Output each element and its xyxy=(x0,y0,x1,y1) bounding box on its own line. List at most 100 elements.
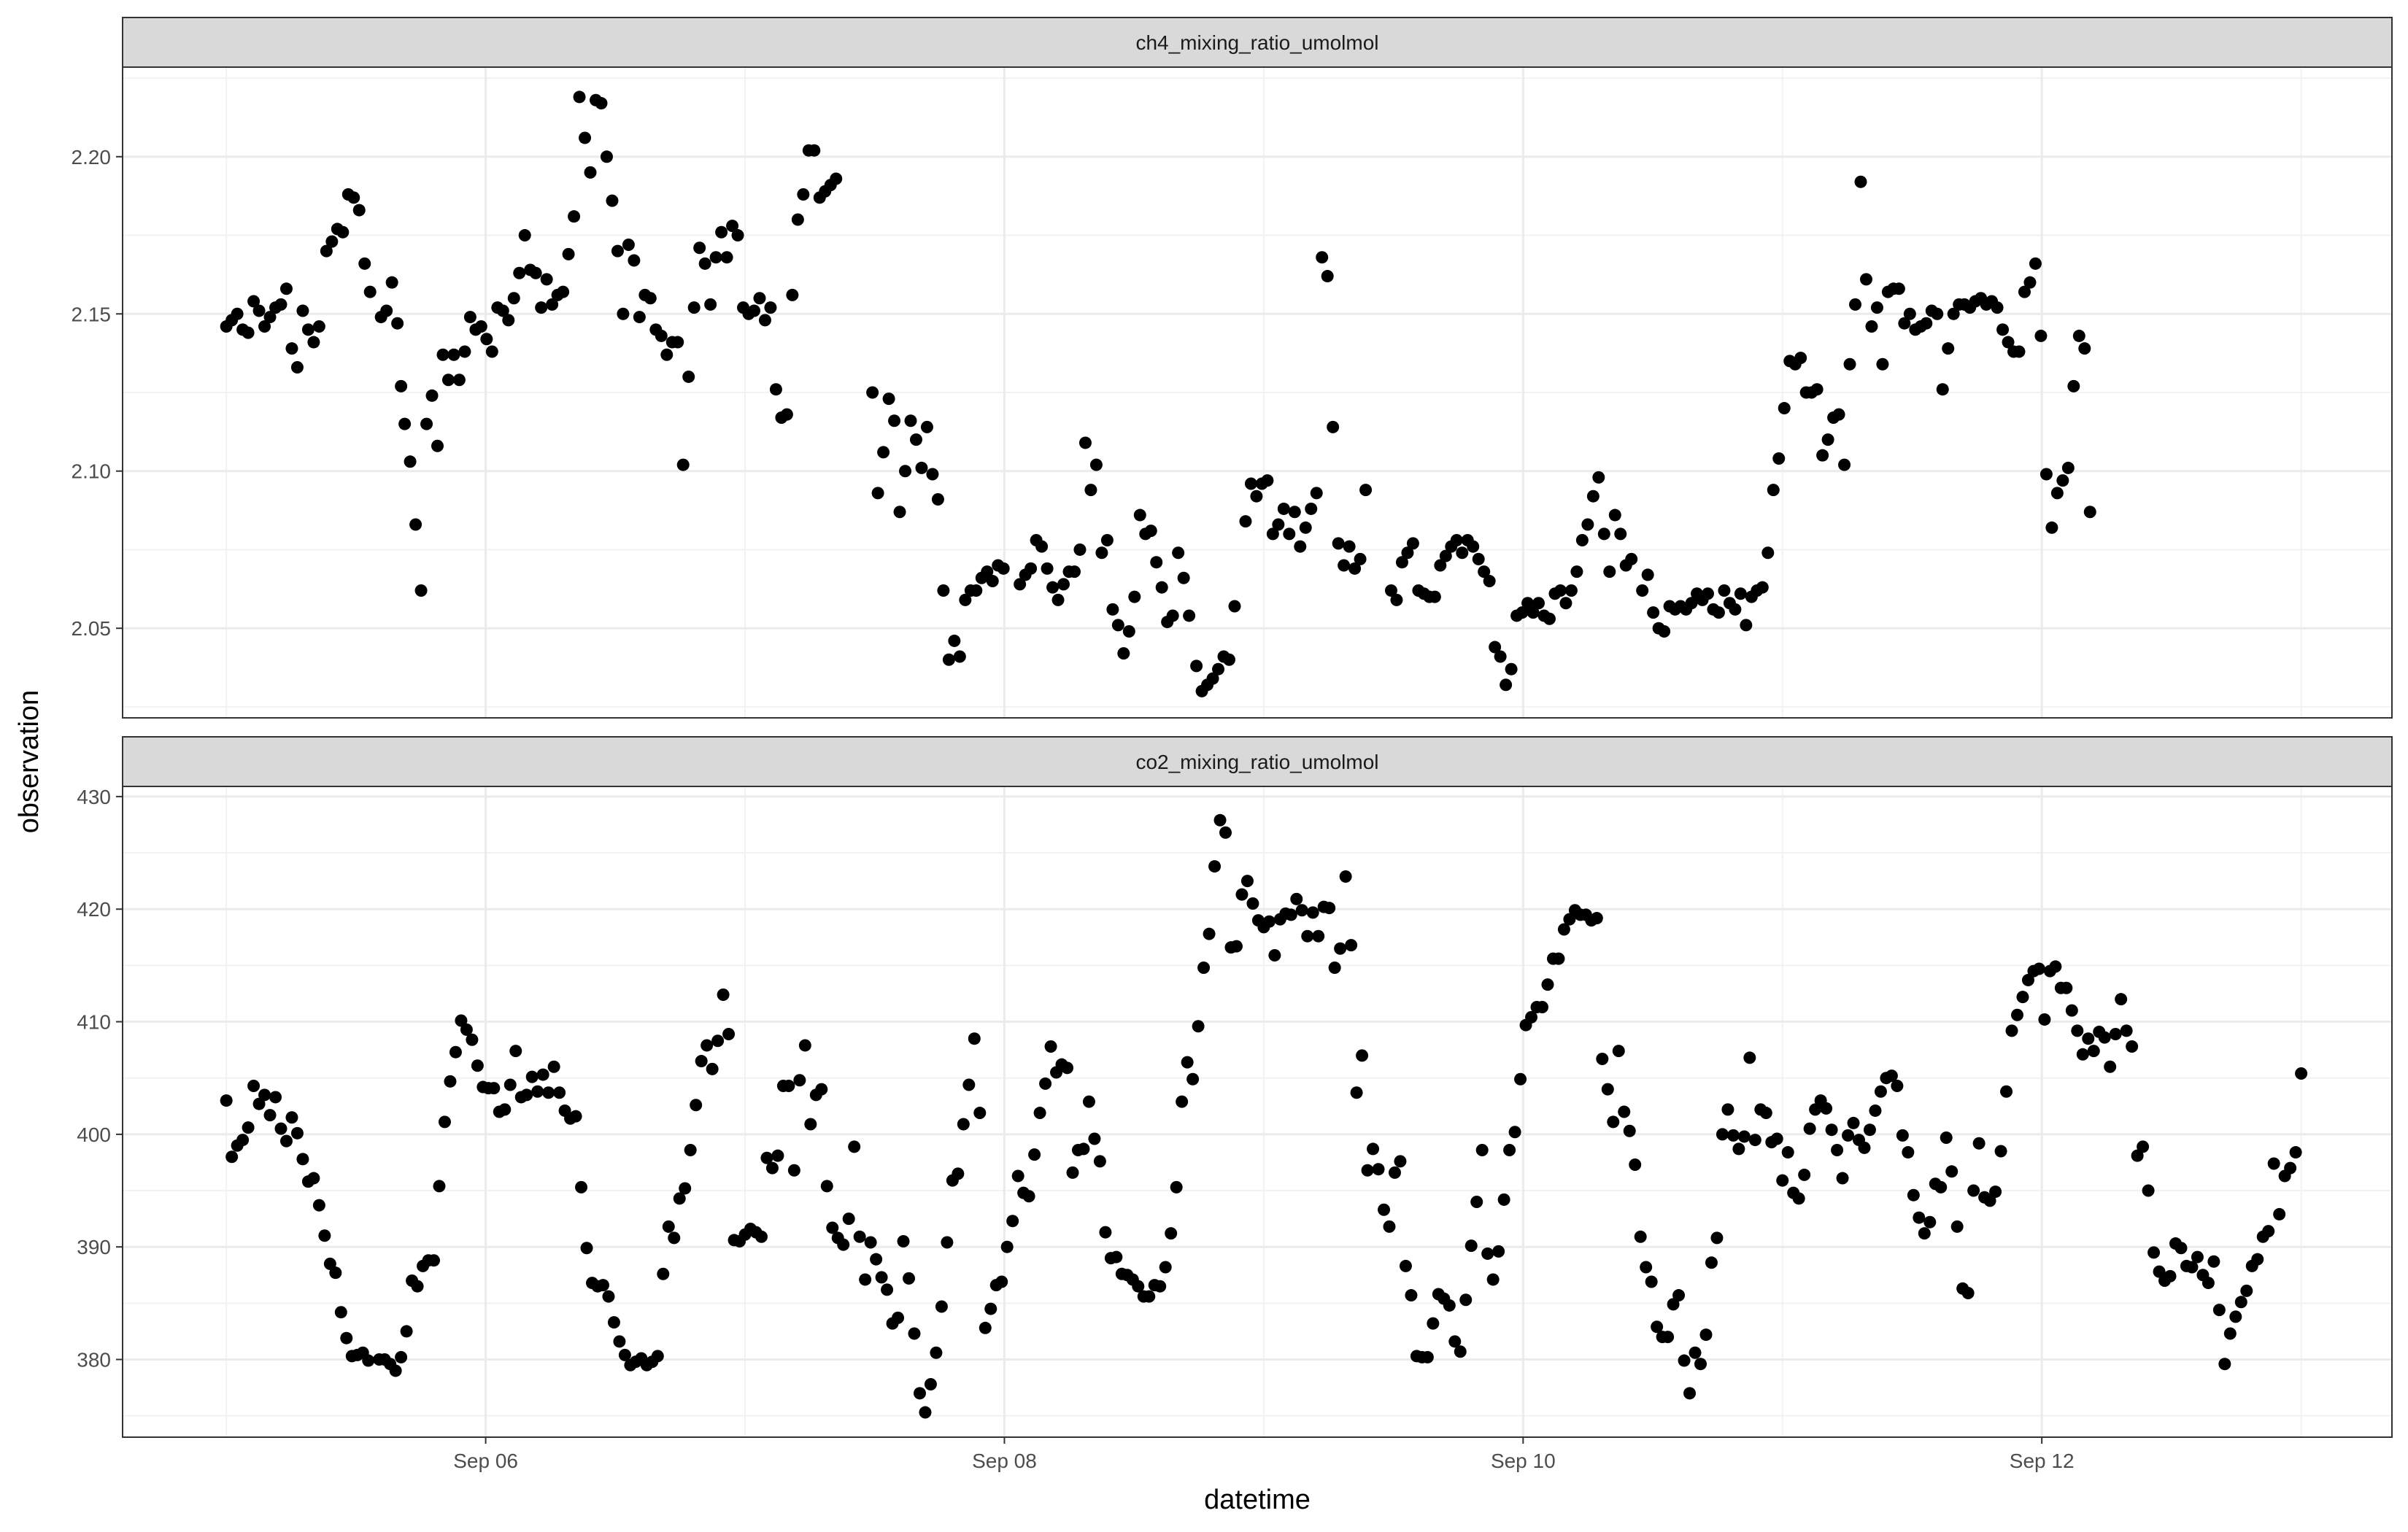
co2-data-point xyxy=(525,1070,539,1083)
ch4-data-point xyxy=(320,244,333,258)
ch4-data-point xyxy=(655,329,668,342)
co2-data-point xyxy=(1716,1128,1729,1141)
ch4-data-point xyxy=(1183,609,1196,622)
co2-data-point xyxy=(957,1118,970,1131)
ch4-data-point xyxy=(1898,317,1911,330)
ch4-data-point xyxy=(1122,624,1135,638)
co2-data-point xyxy=(1967,1184,1980,1197)
co2-data-point xyxy=(1033,1107,1046,1120)
ch4-data-point xyxy=(2078,342,2091,355)
ch4-data-point xyxy=(1603,565,1616,579)
ch4-data-point xyxy=(1155,581,1168,594)
ch4-data-point xyxy=(633,311,646,324)
ch4-data-point xyxy=(682,370,695,383)
co2-data-point xyxy=(673,1192,686,1205)
co2-data-point xyxy=(1891,1080,1904,1093)
ch4-data-point xyxy=(942,653,955,666)
co2-data-point xyxy=(2137,1140,2150,1153)
ch4-data-point xyxy=(1084,484,1097,497)
co2-grid xyxy=(123,786,2392,1437)
ch4-data-point xyxy=(347,191,360,204)
ch4-data-point xyxy=(1117,647,1130,660)
ch4-data-point xyxy=(915,461,928,474)
ch4-data-point xyxy=(579,131,592,144)
co2-data-point xyxy=(1601,1083,1614,1096)
co2-data-point xyxy=(913,1387,926,1400)
ch4-data-point xyxy=(290,361,304,374)
ch4-data-point xyxy=(693,241,706,255)
ch4-data-point xyxy=(1111,619,1124,632)
ch4-data-point xyxy=(959,593,972,606)
co2-data-point xyxy=(897,1234,910,1247)
ch4-data-point xyxy=(573,90,586,104)
ch4-data-point xyxy=(1206,672,1219,685)
co2-data-point xyxy=(1634,1230,1647,1243)
ch4-data-point xyxy=(1100,534,1114,547)
ch4-data-point xyxy=(1035,540,1049,553)
ch4-data-point xyxy=(904,414,917,428)
co2-data-point xyxy=(1842,1129,1855,1142)
ch4-data-point xyxy=(1734,587,1747,600)
co2-data-point xyxy=(1367,1142,1380,1156)
ch4-data-point xyxy=(1947,307,1960,320)
ch4-data-point xyxy=(414,584,428,597)
ch4-data-point xyxy=(474,320,487,333)
co2-data-point xyxy=(1268,948,1281,962)
co2-data-point xyxy=(2032,962,2045,975)
co2-data-point xyxy=(1197,961,1211,974)
ch4-data-point xyxy=(1532,597,1545,610)
ch4-data-point xyxy=(1212,662,1225,676)
ch4-data-point xyxy=(731,229,744,242)
ch4-data-point xyxy=(1942,342,1955,355)
co2-data-point xyxy=(531,1085,544,1098)
ch4-data-point xyxy=(1581,518,1594,531)
ch4-y-tick-label: 2.05 xyxy=(72,617,112,640)
ch4-data-point xyxy=(1761,546,1775,560)
ch4-data-point xyxy=(1772,452,1786,465)
ch4-data-point xyxy=(1041,562,1054,575)
co2-data-point xyxy=(296,1153,309,1166)
ch4-data-point xyxy=(1597,527,1610,541)
co2-data-point xyxy=(962,1078,976,1091)
co2-data-point xyxy=(542,1086,555,1099)
ch4-data-point xyxy=(764,301,777,314)
ch4-data-point xyxy=(1133,508,1146,522)
ch4-data-point xyxy=(480,333,493,346)
co2-data-point xyxy=(520,1088,533,1102)
ch4-data-point xyxy=(1244,477,1257,490)
co2-data-point xyxy=(2142,1184,2155,1197)
ch4-data-point xyxy=(882,392,895,406)
co2-data-point xyxy=(717,989,730,1002)
co2-data-point xyxy=(2164,1269,2177,1283)
co2-data-point xyxy=(2109,1028,2122,1041)
co2-data-point xyxy=(1181,1056,1194,1069)
co2-data-point xyxy=(1066,1166,1079,1179)
co2-data-point xyxy=(1454,1345,1467,1358)
co2-data-point xyxy=(930,1346,943,1359)
ch4-data-point xyxy=(431,439,444,452)
co2-data-point xyxy=(580,1242,593,1255)
co2-data-point xyxy=(1961,1286,1975,1299)
ch4-data-point xyxy=(1144,525,1157,538)
co2-data-point xyxy=(1514,1072,1527,1086)
ch4-data-point xyxy=(2083,506,2096,519)
co2-data-point xyxy=(1913,1211,1926,1224)
co2-data-point xyxy=(1372,1163,1385,1176)
co2-data-point xyxy=(2087,1045,2100,1058)
co2-data-point xyxy=(1689,1346,1702,1359)
co2-data-point xyxy=(1836,1172,1849,1185)
co2-data-point xyxy=(1972,1137,1986,1150)
co2-data-point xyxy=(684,1143,697,1156)
co2-data-point xyxy=(1099,1226,1112,1239)
ch4-data-point xyxy=(720,251,733,264)
co2-data-point xyxy=(1006,1215,1019,1228)
ch4-data-point xyxy=(1106,603,1119,616)
co2-panel-border xyxy=(122,786,2393,1438)
co2-data-point xyxy=(842,1212,855,1226)
co2-data-point xyxy=(690,1099,703,1112)
ch4-data-point xyxy=(1494,650,1507,663)
co2-data-point xyxy=(1748,1134,1761,1147)
co2-data-point xyxy=(1629,1158,1642,1172)
co2-data-point xyxy=(1486,1273,1500,1286)
